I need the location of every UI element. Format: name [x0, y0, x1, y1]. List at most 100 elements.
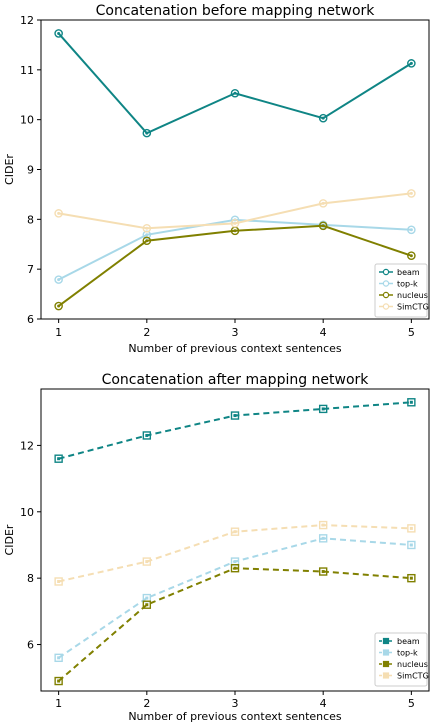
x-tick-label: 2: [143, 326, 150, 339]
y-tick-label: 10: [20, 506, 34, 519]
legend-marker: [382, 291, 390, 299]
data-point: [318, 404, 328, 414]
x-tick-label: 4: [320, 326, 327, 339]
series-line: [57, 567, 412, 682]
series-line: [58, 218, 412, 281]
legend-label: beam: [397, 637, 420, 646]
data-point: [54, 29, 63, 38]
data-point-center: [233, 221, 237, 225]
data-point-center: [57, 457, 61, 461]
legend-label: nucleus: [397, 660, 428, 669]
x-tick-label: 3: [232, 326, 239, 339]
x-tick-label: 3: [232, 697, 239, 710]
series-line: [58, 537, 412, 659]
data-point-center: [57, 304, 61, 308]
y-tick-label: 8: [27, 572, 34, 585]
series-line: [58, 401, 412, 460]
data-point-center: [409, 61, 413, 65]
data-point: [230, 88, 240, 98]
x-tick-label: 1: [55, 326, 62, 339]
data-point-center: [57, 679, 61, 683]
data-point: [54, 577, 63, 586]
data-point: [230, 527, 240, 536]
data-point: [407, 573, 416, 583]
legend-marker: [382, 637, 390, 645]
data-point: [54, 653, 63, 663]
data-point: [142, 128, 152, 138]
data-point-center: [145, 131, 149, 135]
data-point: [318, 221, 328, 231]
data-point-center: [409, 576, 413, 580]
data-point: [142, 230, 152, 240]
data-point: [407, 225, 416, 235]
data-point-center: [145, 226, 149, 230]
legend: beam top-k nucleus SimCTG: [374, 632, 429, 687]
data-point-center: [145, 433, 149, 437]
data-point-center: [57, 31, 61, 35]
y-tick-label: 12: [20, 439, 34, 452]
data-point-center: [145, 233, 149, 237]
legend-marker: [382, 280, 390, 287]
series-nucleus: [54, 221, 416, 311]
legend-marker: [382, 649, 390, 656]
series-line: [58, 224, 412, 307]
legend-marker: [382, 268, 390, 276]
data-point-center: [233, 530, 237, 534]
legend-label: SimCTG: [397, 303, 429, 312]
data-point-center: [145, 603, 149, 607]
x-tick-label: 1: [55, 697, 62, 710]
chart-title: Concatenation before mapping network: [96, 3, 376, 19]
data-point: [54, 275, 63, 284]
series-nucleus: [54, 564, 416, 686]
data-point-center: [233, 560, 237, 564]
series-top-k: [54, 534, 416, 663]
y-tick-label: 6: [27, 639, 34, 652]
data-point: [407, 398, 416, 407]
y-axis-label: CIDEr: [3, 154, 16, 185]
data-point-center: [321, 224, 325, 228]
data-point-center: [409, 228, 413, 232]
data-point-center: [321, 523, 325, 527]
series-beam: [54, 29, 416, 138]
data-point-center: [409, 400, 413, 404]
legend-label: beam: [397, 268, 420, 277]
data-point-center: [321, 407, 325, 411]
y-tick-label: 9: [27, 164, 34, 177]
legend-label: top-k: [397, 649, 418, 658]
data-point-center: [233, 91, 237, 95]
data-point: [407, 189, 416, 198]
data-point-center: [409, 526, 413, 530]
data-point-center: [57, 278, 61, 282]
data-point: [142, 600, 152, 609]
data-point: [318, 199, 328, 208]
data-point-center: [57, 211, 61, 215]
y-tick-label: 10: [20, 114, 34, 127]
data-point-center: [145, 239, 149, 243]
legend-label: SimCTG: [397, 672, 429, 681]
plot-frame: [40, 19, 430, 320]
y-axis-label: CIDEr: [3, 524, 16, 555]
x-tick-label: 5: [408, 326, 415, 339]
x-axis-label: Number of previous context sentences: [128, 342, 342, 355]
data-point-center: [321, 201, 325, 205]
data-point: [142, 236, 152, 246]
data-point-center: [57, 656, 61, 660]
data-point-center: [321, 536, 325, 540]
data-point-center: [321, 116, 325, 120]
data-point: [318, 534, 328, 543]
data-point: [54, 209, 63, 218]
data-point-center: [321, 570, 325, 574]
legend-entry: SimCTG: [379, 672, 429, 681]
legend-entry: top-k: [379, 280, 418, 289]
y-tick-label: 7: [27, 263, 34, 276]
data-point: [318, 567, 328, 576]
data-point-center: [145, 596, 149, 600]
y-tick-label: 8: [27, 213, 34, 226]
chart-0: Concatenation before mapping network 1 2 3 4…: [3, 3, 430, 355]
data-point-center: [233, 414, 237, 418]
legend: beam top-k nucleus SimCTG: [374, 263, 429, 318]
data-point: [230, 564, 240, 573]
data-point: [54, 301, 63, 311]
legend-entry: SimCTG: [379, 303, 429, 312]
data-point-center: [409, 254, 413, 258]
